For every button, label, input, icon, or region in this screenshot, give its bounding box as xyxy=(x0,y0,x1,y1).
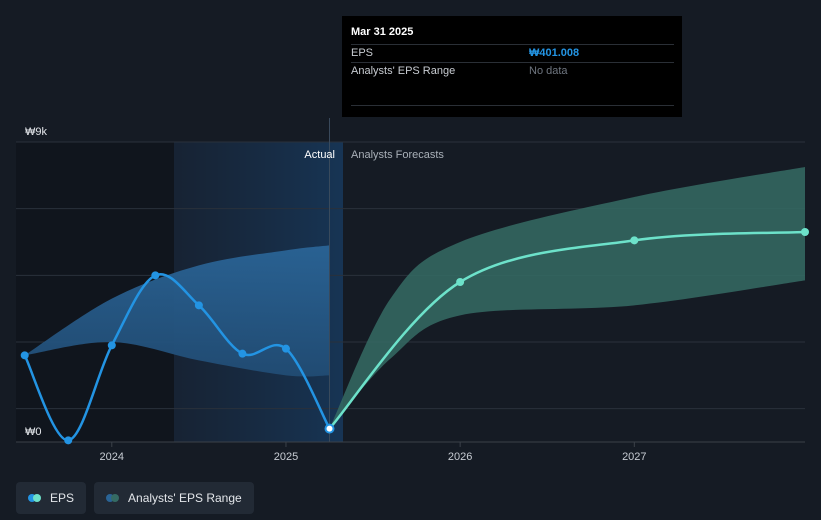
eps-actual-point[interactable] xyxy=(107,341,116,350)
tooltip-row-range: Analysts' EPS Range No data xyxy=(351,62,674,106)
y-tick-label-max: ₩9k xyxy=(25,126,48,138)
tooltip-eps-label: EPS xyxy=(351,47,374,59)
forecast-label: Analysts Forecasts xyxy=(351,149,444,161)
eps-actual-point[interactable] xyxy=(194,301,203,310)
eps-actual-point[interactable] xyxy=(64,436,73,445)
tooltip-range-value: No data xyxy=(529,65,568,77)
tooltip-eps-value: ₩401.008 xyxy=(529,47,580,59)
tooltip-row-eps: EPS ₩401.008 xyxy=(351,44,674,62)
eps-forecast-point[interactable] xyxy=(801,228,809,236)
legend-eps-button[interactable]: EPS xyxy=(16,482,87,514)
tooltip-date: Mar 31 2025 xyxy=(351,26,414,38)
legend-eps-label: EPS xyxy=(50,491,75,505)
range-swatch-icon xyxy=(106,494,120,502)
eps-swatch-icon xyxy=(28,494,42,502)
eps-actual-point[interactable] xyxy=(151,271,160,280)
eps-forecast-point[interactable] xyxy=(456,278,465,286)
data-points xyxy=(20,228,809,445)
x-axis-ticks: 2024 2025 2026 2027 xyxy=(100,442,647,463)
x-tick-label: 2026 xyxy=(448,451,472,463)
x-tick-label: 2025 xyxy=(274,451,298,463)
legend-range-label: Analysts' EPS Range xyxy=(128,491,242,505)
actual-label: Actual xyxy=(304,149,335,161)
legend-range-button[interactable]: Analysts' EPS Range xyxy=(94,482,254,514)
eps-highlight-point[interactable] xyxy=(324,423,335,434)
eps-forecast-line xyxy=(328,230,806,430)
x-tick-label: 2027 xyxy=(622,451,646,463)
tooltip: Mar 31 2025 EPS ₩401.008 Analysts' EPS R… xyxy=(342,16,682,117)
y-tick-label-min: ₩0 xyxy=(25,426,42,438)
range-future-band xyxy=(329,167,805,429)
x-tick-label: 2024 xyxy=(100,451,124,463)
eps-actual-point[interactable] xyxy=(20,351,29,360)
eps-actual-point[interactable] xyxy=(281,344,290,353)
eps-actual-point[interactable] xyxy=(238,349,247,358)
range-past-band xyxy=(24,245,330,377)
legend: EPS Analysts' EPS Range xyxy=(16,482,254,514)
tooltip-range-label: Analysts' EPS Range xyxy=(351,65,456,77)
eps-forecast-point[interactable] xyxy=(630,236,639,245)
